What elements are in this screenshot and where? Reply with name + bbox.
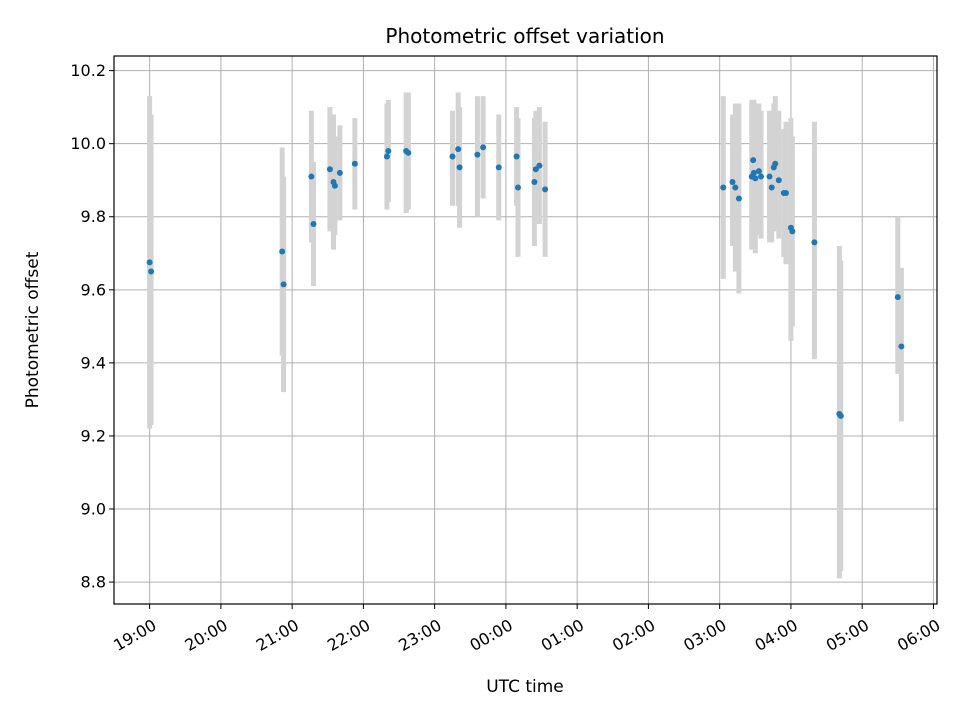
- data-point: [515, 184, 522, 191]
- data-point: [455, 146, 462, 153]
- y-tick-label: 9.8: [81, 207, 106, 226]
- y-tick-label: 9.6: [81, 280, 106, 299]
- plot-area: [114, 56, 937, 604]
- data-point: [755, 168, 762, 175]
- y-tick-label: 8.8: [81, 573, 106, 592]
- data-point: [750, 169, 757, 176]
- y-axis: 8.8 9.0 9.2 9.4 9.6 9.8 10.0 10.2: [70, 61, 114, 592]
- data-point: [772, 160, 779, 167]
- data-point: [474, 151, 481, 158]
- data-point: [495, 164, 502, 171]
- data-point: [146, 259, 153, 266]
- data-point: [480, 144, 487, 151]
- data-point: [326, 166, 333, 173]
- data-point: [768, 184, 775, 191]
- data-point: [837, 412, 844, 419]
- data-point: [280, 281, 287, 288]
- data-point: [148, 268, 155, 275]
- y-tick-label: 9.2: [81, 426, 106, 445]
- data-point: [789, 228, 796, 235]
- data-point: [542, 186, 549, 193]
- data-point: [513, 153, 520, 160]
- data-point: [536, 162, 543, 169]
- data-point: [894, 294, 901, 301]
- data-points: [146, 144, 905, 419]
- data-point: [729, 179, 736, 186]
- y-axis-label: Photometric offset: [23, 251, 43, 408]
- data-point: [351, 160, 358, 167]
- y-tick-label: 9.0: [81, 500, 106, 519]
- data-point: [752, 175, 759, 182]
- data-point: [531, 179, 538, 186]
- data-point: [811, 239, 818, 246]
- data-point: [775, 177, 782, 184]
- data-point: [735, 195, 742, 202]
- data-point: [383, 153, 390, 160]
- data-point: [331, 182, 338, 189]
- data-point: [782, 190, 789, 196]
- data-point: [405, 149, 412, 156]
- grid: [114, 56, 937, 604]
- data-point: [310, 221, 317, 228]
- data-point: [766, 173, 773, 180]
- y-tick-label: 10.2: [70, 61, 106, 80]
- x-axis-label: UTC time: [486, 677, 564, 697]
- data-point: [732, 184, 739, 191]
- data-point: [385, 147, 392, 154]
- data-point: [456, 164, 463, 171]
- plot-frame: [113, 55, 938, 605]
- y-tick-label: 9.4: [81, 353, 106, 372]
- data-point: [720, 184, 727, 191]
- data-point: [308, 173, 315, 180]
- y-tick-label: 10.0: [70, 134, 106, 153]
- data-point: [279, 248, 286, 255]
- chart-title: Photometric offset variation: [385, 24, 664, 48]
- data-point: [757, 173, 764, 180]
- data-point: [898, 343, 905, 350]
- data-point: [750, 157, 757, 164]
- data-point: [336, 169, 343, 176]
- data-point: [449, 153, 456, 160]
